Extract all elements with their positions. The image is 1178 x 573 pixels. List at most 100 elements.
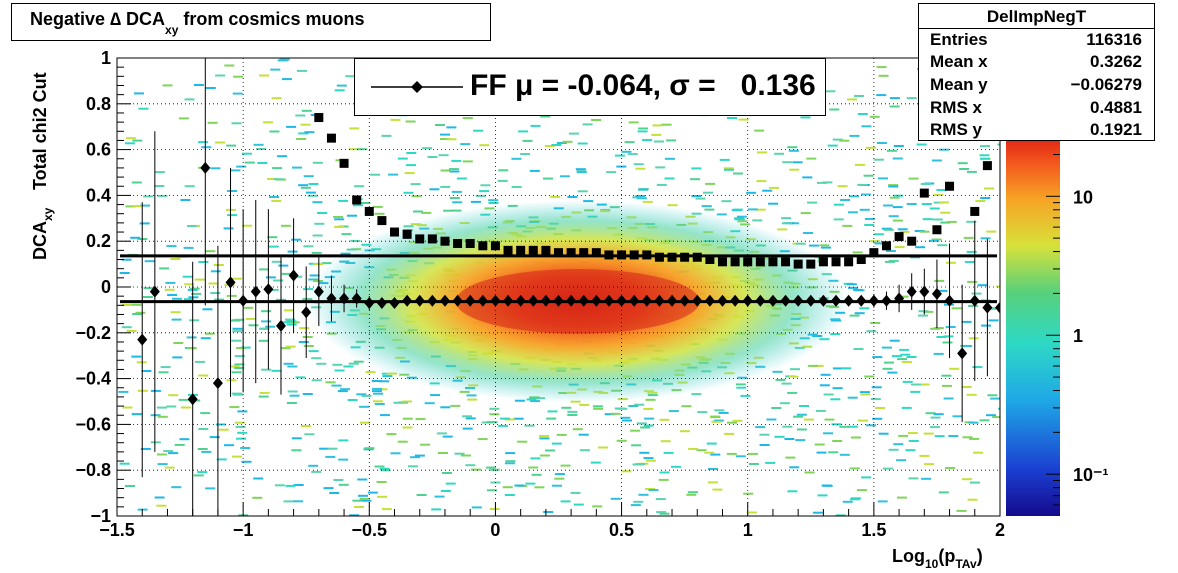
mean-point (831, 294, 842, 307)
heat-bin (860, 393, 871, 396)
heat-bin (916, 143, 927, 146)
heat-bin (381, 134, 392, 137)
heat-bin (712, 488, 723, 491)
heat-bin (825, 90, 836, 93)
x-tick-label: 2 (995, 520, 1005, 540)
heat-bin (696, 449, 707, 452)
heat-bin (299, 327, 310, 330)
mean-point (856, 294, 867, 307)
mean-point (351, 292, 362, 305)
heat-bin (638, 188, 649, 191)
heat-bin (908, 477, 919, 480)
heat-bin (846, 283, 857, 286)
heat-bin (265, 276, 276, 279)
heat-bin (738, 118, 749, 121)
heat-bin (530, 124, 541, 127)
rms-point (579, 248, 589, 258)
heat-bin (156, 504, 167, 507)
mean-point (629, 294, 640, 307)
heat-bin (137, 389, 148, 392)
heat-bin (237, 410, 248, 413)
heat-bin (325, 455, 336, 458)
heat-bin (162, 84, 173, 87)
heat-bin (579, 449, 590, 452)
heat-bin (289, 394, 300, 397)
heat-bin (259, 327, 270, 330)
heat-bin (968, 421, 979, 424)
heat-bin (885, 260, 895, 263)
rms-point (654, 252, 664, 262)
heat-bin (198, 261, 209, 263)
heat-bin (638, 127, 649, 130)
heat-bin (847, 211, 858, 214)
heat-bin (286, 402, 297, 404)
heat-bin (832, 440, 843, 442)
heat-bin (679, 430, 690, 433)
heat-bin (256, 148, 267, 150)
heat-bin (364, 447, 375, 450)
heat-bin (505, 460, 516, 463)
heat-bin (939, 148, 949, 151)
heat-bin (850, 436, 861, 439)
heat-bin (881, 227, 892, 230)
heat-bin (781, 382, 792, 385)
heat-bin (876, 142, 887, 144)
heat-bin (333, 479, 344, 481)
heat-bin (379, 380, 390, 383)
heat-bin (446, 138, 457, 141)
heat-bin (333, 216, 344, 218)
heat-bin (156, 406, 167, 409)
heat-bin (489, 468, 500, 471)
heat-bin (668, 410, 679, 413)
heat-bin (514, 484, 525, 487)
heat-bin (197, 471, 208, 474)
heat-bin (295, 114, 306, 117)
heat-bin (977, 284, 988, 287)
heat-bin (849, 467, 860, 470)
heat-bin (390, 452, 401, 455)
heat-bin (543, 511, 554, 513)
heat-bin (241, 460, 252, 463)
heat-bin (173, 342, 184, 344)
heat-bin (941, 374, 952, 377)
heat-bin (227, 190, 237, 192)
heat-bin (209, 436, 220, 439)
heat-bin (772, 370, 783, 373)
heat-bin (195, 360, 205, 363)
heat-bin (193, 84, 204, 86)
heat-bin (200, 412, 211, 415)
heat-bin (598, 446, 609, 449)
heat-bin (777, 228, 788, 231)
heat-bin (876, 66, 887, 69)
heat-bin (184, 185, 195, 188)
heat-bin (442, 472, 452, 474)
heat-bin (667, 204, 678, 207)
heat-bin (232, 92, 243, 95)
heat-bin (859, 208, 870, 211)
rms-point (314, 113, 324, 123)
heat-bin (298, 184, 309, 187)
heat-bin (556, 142, 567, 144)
heat-bin (125, 205, 136, 208)
heat-bin (788, 375, 799, 378)
mean-point (313, 285, 324, 298)
x-tick-label: 1 (743, 520, 753, 540)
y-tick-label: −0.6 (75, 414, 111, 434)
heat-bin (271, 199, 282, 202)
heat-bin (911, 383, 921, 386)
heat-bin (931, 159, 942, 162)
heat-bin (242, 224, 253, 227)
heat-bin (543, 177, 553, 180)
heat-bin (854, 95, 864, 97)
heat-bin (189, 319, 200, 322)
heat-bin (866, 330, 877, 333)
heat-bin (349, 514, 360, 516)
heat-bin (821, 246, 831, 249)
heat-bin (966, 220, 977, 223)
heat-bin (285, 484, 296, 487)
heat-bin (298, 341, 309, 343)
heat-bin (987, 394, 998, 397)
heat-bin (436, 432, 447, 435)
heat-bin (286, 125, 297, 128)
mean-point (414, 294, 425, 307)
